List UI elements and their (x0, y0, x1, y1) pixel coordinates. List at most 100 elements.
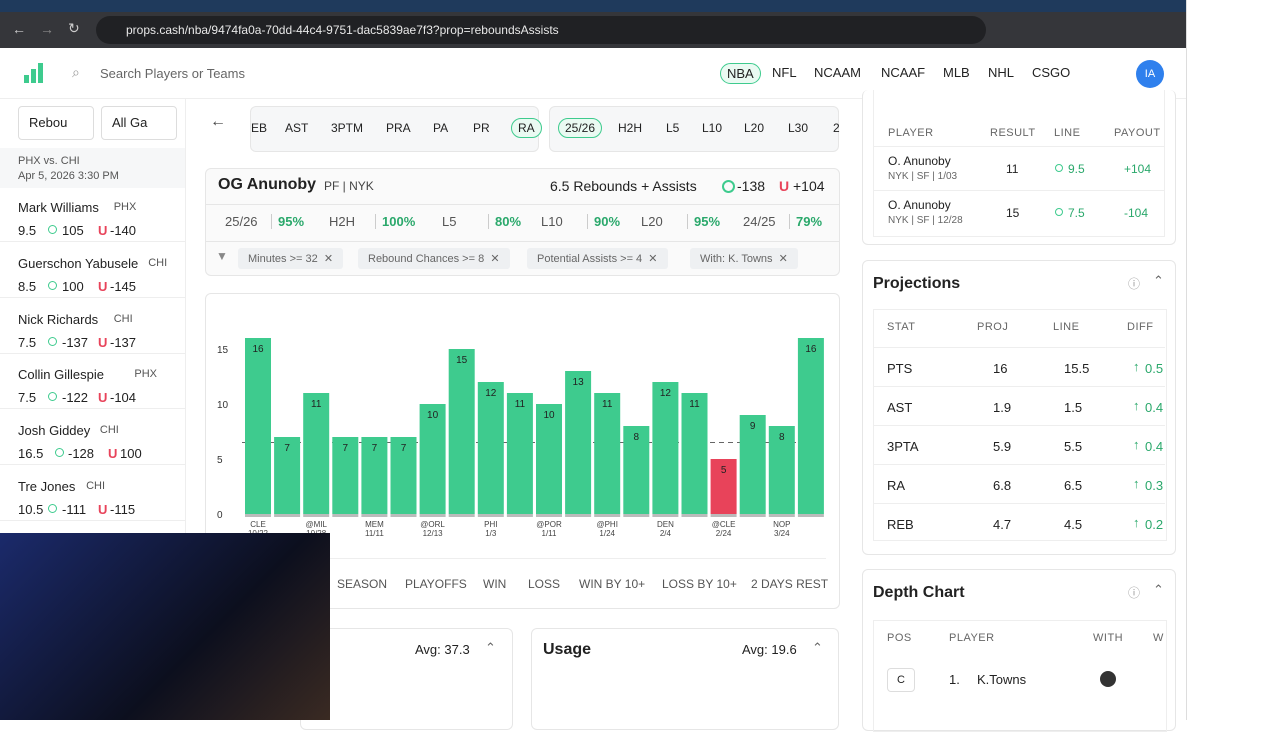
league-tab[interactable]: NFL (772, 65, 797, 80)
bar-label: 7 (343, 443, 349, 454)
split-tab[interactable]: LOSS (528, 577, 561, 591)
back-arrow[interactable]: ← (210, 113, 226, 130)
cell: 4.7 (993, 517, 1012, 532)
bar-base (332, 514, 359, 517)
split-tab[interactable]: PLAYOFFS (405, 577, 467, 591)
league-tab[interactable]: NCAAM (814, 65, 861, 80)
game-date: Apr 5, 2026 3:30 PM (18, 170, 119, 182)
player-line: 10.5 (18, 502, 44, 517)
player-card: OG Anunoby PF | NYK 6.5 Rebounds + Assis… (205, 168, 840, 276)
prop-tab[interactable]: AST (285, 121, 309, 135)
result: 15 (1006, 206, 1020, 220)
league-tab[interactable]: MLB (943, 65, 970, 80)
split-tab[interactable]: LOSS BY 10+ (662, 577, 737, 591)
depth-player[interactable]: K.Towns (977, 672, 1027, 687)
prop-filter[interactable]: Rebou (18, 106, 94, 140)
chip-remove[interactable]: ✕ (317, 253, 334, 265)
prop-tab[interactable]: 3PTM (331, 121, 364, 135)
info-icon[interactable]: ⓘ (1128, 586, 1141, 600)
reload-button[interactable]: ↻ (68, 20, 80, 36)
under-odds: -145 (110, 278, 137, 294)
chip-remove[interactable]: ✕ (642, 253, 658, 265)
player-row[interactable]: Josh Giddey CHI 16.5 -128 U 100 (0, 409, 185, 466)
info-icon[interactable]: ⓘ (1128, 277, 1141, 291)
chip-remove[interactable]: ✕ (484, 253, 500, 265)
logo[interactable] (24, 61, 48, 85)
league-tab[interactable]: NBA (720, 63, 761, 84)
collapse-icon[interactable]: ⌃ (1153, 582, 1164, 597)
bar-base (245, 514, 271, 517)
avatar[interactable]: IA (1136, 60, 1164, 88)
line-icon (1055, 164, 1063, 172)
table-header[interactable]: LINE (1053, 321, 1080, 333)
split-tab[interactable]: WIN BY 10+ (579, 577, 646, 591)
search-input[interactable]: Search Players or Teams (100, 66, 245, 81)
split-tab[interactable]: 2 DAYS REST (751, 577, 829, 591)
bar-base (390, 514, 417, 517)
with-toggle[interactable] (1100, 671, 1116, 687)
range-tab[interactable]: L5 (666, 121, 680, 135)
filter-chip[interactable]: Rebound Chances >= 8 ✕ (358, 248, 510, 269)
filter-chip[interactable]: Minutes >= 32 ✕ (238, 248, 344, 269)
cell: 0.5 (1145, 361, 1164, 376)
game-filter[interactable]: All Ga (101, 106, 177, 140)
table-header[interactable]: PROJ (977, 321, 1009, 333)
range-tab[interactable]: 2 (833, 121, 840, 135)
prop-tab[interactable]: RA (511, 118, 542, 138)
over-icon (48, 336, 57, 346)
prop-tab[interactable]: PR (473, 121, 490, 135)
forward-button[interactable]: → (40, 21, 54, 37)
range-tab[interactable]: 25/26 (558, 118, 603, 138)
prop-tab[interactable]: PA (433, 121, 449, 135)
back-button[interactable]: ← (12, 21, 26, 37)
address-bar[interactable]: props.cash/nba/9474fa0a-70dd-44c4-9751-d… (96, 16, 986, 44)
player-name: Josh Giddey (18, 423, 91, 439)
hit-pct: 95% (271, 214, 304, 229)
over-icon (722, 180, 735, 193)
row-divider (874, 146, 1164, 147)
over-icon (48, 225, 57, 234)
collapse-icon[interactable]: ⌃ (1153, 273, 1164, 288)
chip-remove[interactable]: ✕ (772, 253, 788, 265)
row-divider (873, 503, 1165, 504)
cell: 4.5 (1064, 517, 1083, 532)
table-header[interactable]: STAT (887, 321, 916, 333)
range-tab[interactable]: L30 (788, 121, 809, 135)
under-label: U (108, 446, 118, 462)
range-tab[interactable]: L10 (702, 121, 723, 135)
range-tab[interactable]: L20 (744, 121, 765, 135)
range-tabs: 25/26 H2H L5 L10 L20 L30 2 (549, 106, 840, 152)
player-row[interactable]: Guerschon Yabusele CHI 8.5 100 U -145 (0, 242, 185, 298)
league-tab[interactable]: CSGO (1032, 65, 1071, 80)
y-tick-label: 5 (217, 455, 223, 466)
prop-tab[interactable]: EB (251, 121, 268, 135)
under-odds: -115 (110, 502, 136, 517)
player-row[interactable]: Collin Gillespie PHX 7.5 -122 U -104 (0, 353, 185, 410)
player-name: OG Anunoby (218, 176, 317, 193)
prop-tab[interactable]: PRA (386, 121, 411, 135)
collapse-icon[interactable]: ⌃ (812, 640, 823, 655)
table-header[interactable]: DIFF (1127, 321, 1154, 333)
filter-chip[interactable]: With: K. Towns ✕ (690, 248, 798, 269)
player-row[interactable]: Tre Jones CHI 10.5 -111 U -115 (0, 465, 185, 521)
player-row[interactable]: Nick Richards CHI 7.5 -137 U -137 (0, 298, 185, 354)
divider (226, 558, 826, 559)
bar (623, 426, 650, 514)
player-row[interactable]: Mark Williams PHX 9.5 105 U -140 (0, 186, 185, 242)
divider (206, 241, 839, 242)
split-tab[interactable]: SEASON (337, 577, 388, 591)
filter-chip[interactable]: Potential Assists >= 4 ✕ (527, 248, 668, 269)
player-position: PF | NYK (324, 179, 374, 193)
up-arrow: ↑ (1133, 437, 1140, 452)
hit-pct: 95% (687, 214, 720, 229)
split-tab[interactable]: WIN (483, 577, 507, 591)
hit-label: 25/26 (225, 214, 258, 229)
range-tab[interactable]: H2H (618, 121, 643, 135)
bar-label: 16 (252, 344, 264, 355)
result: 11 (1006, 162, 1019, 176)
league-tab[interactable]: NCAAF (881, 65, 926, 80)
collapse-icon[interactable]: ⌃ (485, 640, 496, 655)
browser-toolbar: ← → ↻ props.cash/nba/9474fa0a-70dd-44c4-… (0, 12, 1186, 48)
league-tab[interactable]: NHL (988, 65, 1015, 80)
x-tick-label: @PHI (596, 520, 617, 529)
